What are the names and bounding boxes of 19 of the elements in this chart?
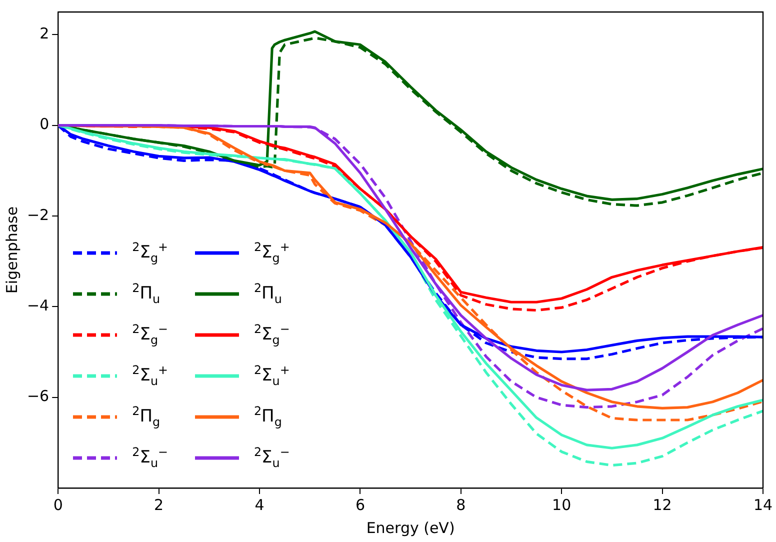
y-tick-label: −4 [26, 296, 50, 315]
legend-label: $^{2}$Π$_{u}$ [132, 281, 160, 307]
x-tick-label: 14 [753, 496, 773, 514]
y-axis-title: Eigenphase [2, 206, 21, 294]
x-axis-title: Energy (eV) [366, 518, 455, 537]
x-tick-label: 2 [154, 496, 164, 514]
x-tick-label: 10 [552, 496, 572, 514]
legend-label: $^{2}$Π$_{u}$ [254, 281, 282, 307]
legend-label: $^{2}$Π$_{g}$ [132, 404, 160, 430]
x-tick-label: 4 [254, 496, 264, 514]
x-tick-label: 8 [456, 496, 466, 514]
y-tick-label: −6 [26, 387, 50, 406]
x-tick-label: 0 [53, 496, 63, 514]
x-tick-label: 12 [652, 496, 672, 514]
legend-label: $^{2}$Π$_{g}$ [254, 404, 282, 430]
y-tick-label: 0 [40, 115, 50, 134]
y-tick-label: −2 [26, 206, 50, 224]
y-tick-label: 2 [40, 24, 50, 43]
x-tick-label: 6 [355, 496, 365, 514]
